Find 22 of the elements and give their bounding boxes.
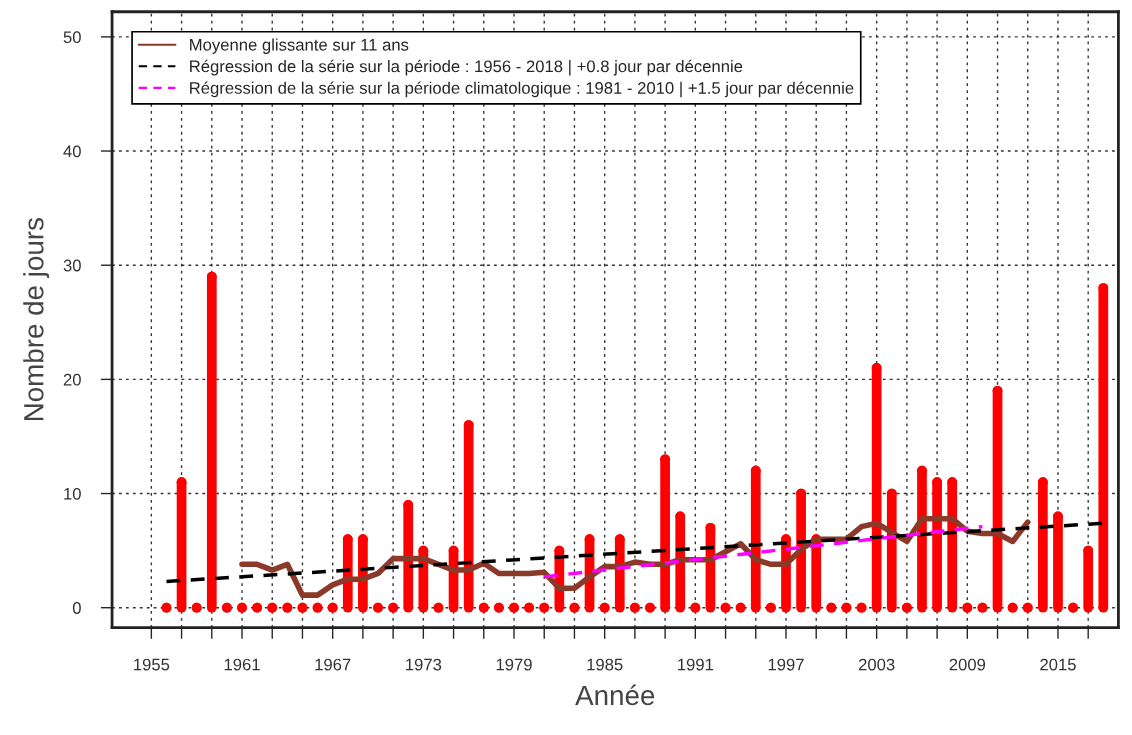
legend-label: Moyenne glissante sur 11 ans (190, 38, 409, 54)
x-tick-label: 1997 (768, 658, 804, 671)
x-tick-label: 1991 (678, 658, 714, 671)
x-tick-label: 2009 (949, 658, 986, 671)
y-tick-label: 20 (63, 373, 81, 386)
x-tick-label: 1967 (315, 658, 351, 671)
y-axis-title: Nombre de jours (23, 218, 50, 421)
x-tick-label: 1973 (406, 658, 442, 671)
legend-label: Régression de la série sur la période climatologique : 1981 - 2010 | +1.5 jour par décennie (190, 81, 854, 98)
y-tick-label: 0 (72, 602, 81, 614)
x-tick-label: 1961 (224, 658, 260, 671)
y-tick-label: 30 (63, 259, 81, 272)
y-tick-label: 50 (63, 31, 81, 44)
x-tick-label: 2003 (858, 658, 895, 671)
x-tick-label: 1955 (134, 658, 170, 671)
legend-label: Régression de la série sur la période : 1956 - 2018 | +0.8 jour par décennie (190, 59, 743, 76)
x-tick-label: 1979 (496, 658, 532, 671)
y-tick-label: 10 (64, 487, 81, 500)
x-tick-label: 2015 (1040, 658, 1076, 671)
y-tick-label: 40 (63, 145, 81, 158)
x-axis-title: Année (575, 684, 655, 706)
x-tick-label: 1985 (587, 658, 623, 671)
